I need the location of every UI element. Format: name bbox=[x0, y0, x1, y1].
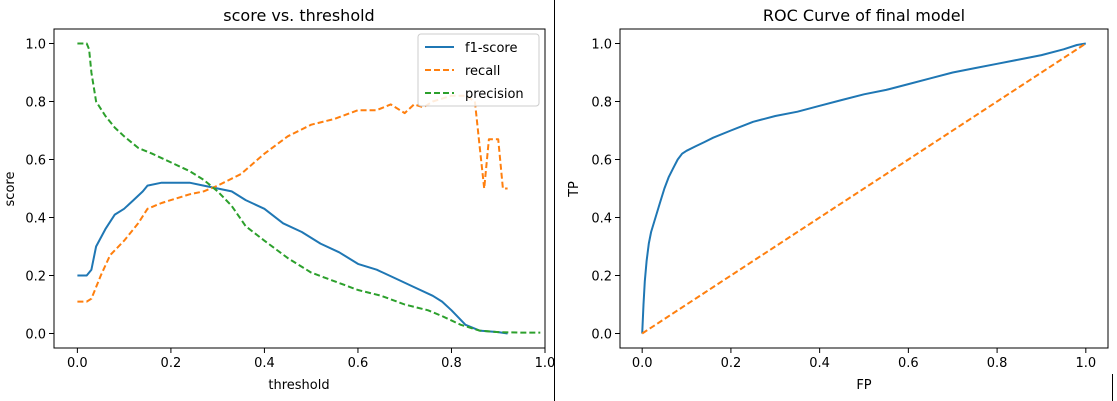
x-tick-label: 0.4 bbox=[254, 356, 275, 371]
series-line-precision bbox=[77, 42, 541, 334]
series-line-series-1 bbox=[641, 42, 1087, 335]
x-tick-label: 0.8 bbox=[987, 356, 1008, 371]
y-tick-label: 0.4 bbox=[25, 212, 46, 227]
series-line-f1-score bbox=[77, 181, 508, 335]
y-tick-label: 0.6 bbox=[25, 154, 46, 169]
x-tick-label: 0.2 bbox=[161, 356, 182, 371]
legend-label-precision: precision bbox=[465, 87, 524, 102]
y-axis-label: TP bbox=[567, 181, 582, 198]
chart-title: score vs. threshold bbox=[223, 6, 374, 25]
y-tick-label: 0.2 bbox=[591, 270, 612, 285]
y-tick-label: 0.0 bbox=[25, 328, 46, 343]
x-axis-ticks: 0.0 0.2 0.4 0.6 0.8 1.0 bbox=[632, 348, 1096, 371]
y-tick-label: 0.0 bbox=[591, 328, 612, 343]
corner-mark bbox=[1112, 374, 1113, 401]
legend: f1-score recall precision bbox=[417, 33, 540, 107]
x-tick-label: 0.8 bbox=[441, 356, 462, 371]
y-tick-label: 0.6 bbox=[591, 154, 612, 169]
x-axis-label: FP bbox=[856, 378, 871, 393]
x-tick-label: 0.2 bbox=[721, 356, 742, 371]
plot-area bbox=[53, 28, 546, 349]
y-axis-label: score bbox=[3, 172, 18, 207]
y-tick-label: 0.8 bbox=[25, 96, 46, 111]
y-axis-ticks: 0.0 0.2 0.4 0.6 0.8 1.0 bbox=[591, 38, 620, 343]
x-tick-label: 0.0 bbox=[67, 356, 88, 371]
legend-label-f1-score: f1-score bbox=[465, 41, 517, 56]
x-tick-label: 1.0 bbox=[535, 356, 556, 371]
x-tick-label: 0.4 bbox=[809, 356, 830, 371]
y-axis-ticks: 0.0 0.2 0.4 0.6 0.8 1.0 bbox=[25, 38, 54, 343]
chart-title: ROC Curve of final model bbox=[763, 6, 965, 25]
threshold-score-chart: score vs. threshold 0.0 0.2 0.4 0.6 0.8 1.0 0… bbox=[3, 6, 555, 393]
series-lines bbox=[77, 42, 541, 335]
y-tick-label: 0.4 bbox=[591, 212, 612, 227]
series-lines bbox=[641, 42, 1087, 335]
series-line-recall bbox=[77, 94, 508, 303]
y-tick-label: 0.8 bbox=[591, 96, 612, 111]
series-line-series-0 bbox=[641, 42, 1086, 334]
x-axis-label: threshold bbox=[268, 378, 329, 393]
legend-label-recall: recall bbox=[465, 64, 500, 79]
y-tick-label: 0.2 bbox=[25, 270, 46, 285]
x-tick-label: 0.0 bbox=[632, 356, 653, 371]
x-tick-label: 1.0 bbox=[1075, 356, 1096, 371]
plot-area bbox=[619, 28, 1109, 349]
y-tick-label: 1.0 bbox=[591, 38, 612, 53]
roc-curve-chart: ROC Curve of final model 0.0 0.2 0.4 0.6 0.8… bbox=[567, 6, 1109, 393]
x-tick-label: 0.6 bbox=[898, 356, 919, 371]
legend-box bbox=[417, 33, 540, 107]
x-tick-label: 0.6 bbox=[348, 356, 369, 371]
x-axis-ticks: 0.0 0.2 0.4 0.6 0.8 1.0 bbox=[67, 348, 555, 371]
panel-divider bbox=[554, 0, 555, 401]
y-tick-label: 1.0 bbox=[25, 38, 46, 53]
